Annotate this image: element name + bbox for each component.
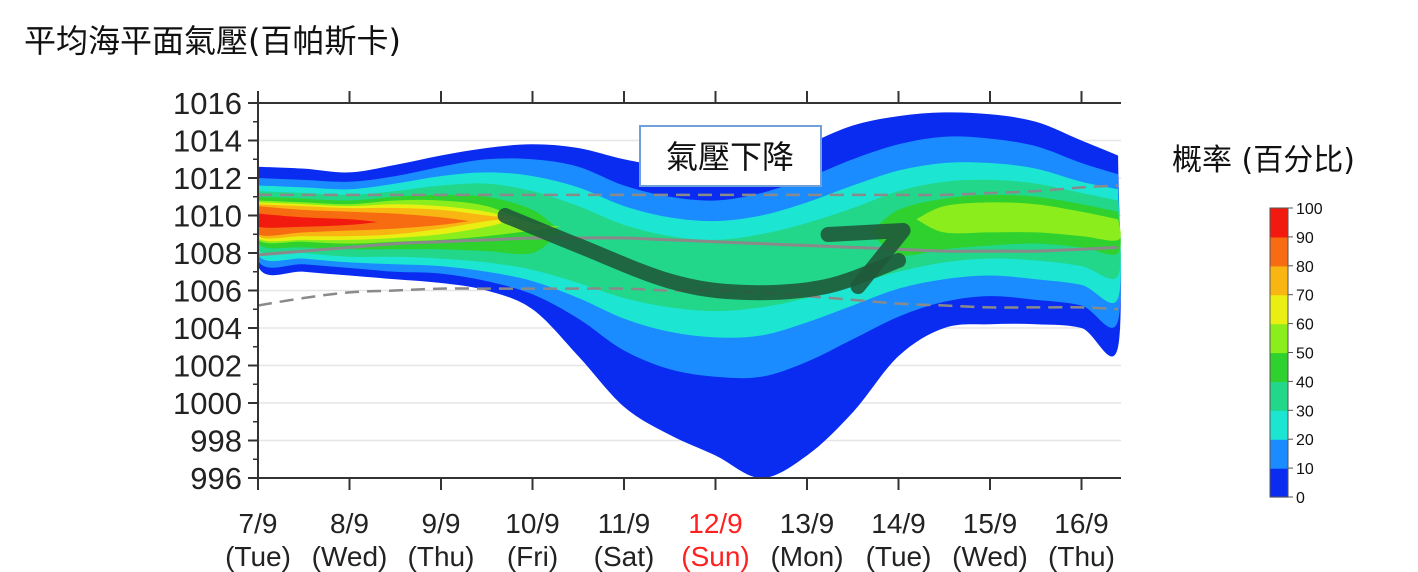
x-tick-day: (Sat)	[594, 541, 655, 572]
y-tick-label: 1006	[173, 274, 242, 309]
colorbar-segment	[1270, 208, 1288, 238]
colorbar-title: 概率 (百分比)	[1172, 143, 1355, 178]
colorbar-segment	[1270, 236, 1288, 267]
y-tick-label: 1016	[173, 86, 242, 121]
x-tick-date: 13/9	[780, 508, 835, 539]
x-tick-day: (Wed)	[952, 541, 1028, 572]
x-tick-date: 7/9	[239, 508, 278, 539]
x-tick-day: (Fri)	[507, 541, 558, 572]
colorbar-tick-label: 100	[1296, 201, 1323, 218]
colorbar-tick-label: 50	[1296, 346, 1314, 363]
colorbar-segment	[1270, 323, 1288, 354]
colorbar-segment	[1270, 410, 1288, 440]
chart-title: 平均海平面氣壓(百帕斯卡)	[24, 22, 401, 60]
colorbar: 概率 (百分比) 0 10 20 30 40 50 60 70 80 90 100	[1172, 143, 1355, 507]
x-tick-date: 12/9	[688, 508, 743, 539]
prob-band-50	[916, 202, 1121, 241]
climatology-lines	[258, 184, 1119, 311]
colorbar-segment	[1270, 439, 1288, 469]
y-tick-label: 998	[190, 424, 242, 459]
y-tick-label: 1000	[173, 386, 242, 421]
x-tick-day: (Sun)	[681, 541, 749, 572]
axes	[248, 91, 1121, 490]
x-tick-date: 11/9	[598, 508, 650, 539]
colorbar-tick-label: 60	[1296, 317, 1314, 334]
y-tick-label: 1012	[173, 161, 242, 196]
colorbar-segment	[1270, 265, 1288, 296]
trend-arrow-head	[820, 223, 911, 294]
trend-arrow-shaft	[497, 208, 906, 301]
y-tick-label: 1010	[173, 199, 242, 234]
prob-band-90	[258, 213, 378, 228]
probability-bands	[258, 112, 1121, 478]
y-tick-label: 1014	[173, 124, 242, 159]
colorbar-tick-label: 70	[1296, 288, 1314, 305]
x-tick-day: (Thu)	[1048, 541, 1115, 572]
x-tick-date: 15/9	[963, 508, 1018, 539]
y-tick-label: 1004	[173, 311, 242, 346]
x-tick-day: (Tue)	[225, 541, 291, 572]
colorbar-tick-label: 40	[1296, 374, 1314, 391]
x-tick-date: 8/9	[330, 508, 369, 539]
annotation-box: 氣壓下降	[639, 125, 822, 187]
y-tick-labels: 9969981000100210041006100810101012101410…	[173, 86, 242, 496]
climatology-lower-line	[258, 287, 1119, 311]
colorbar-tick-label: 80	[1296, 259, 1314, 276]
colorbar-segment	[1270, 352, 1288, 382]
x-tick-date: 10/9	[505, 508, 560, 539]
y-tick-label: 996	[190, 461, 242, 496]
colorbar-segment	[1270, 381, 1288, 411]
colorbar-tick-label: 10	[1296, 461, 1314, 478]
climatology-upper-line	[258, 184, 1119, 197]
colorbar-tick-label: 30	[1296, 403, 1314, 420]
y-tick-label: 1008	[173, 236, 242, 271]
colorbar-segment	[1270, 294, 1288, 325]
colorbar-tick-label: 20	[1296, 432, 1314, 449]
y-tick-label: 1002	[173, 349, 242, 384]
colorbar-segment	[1270, 468, 1288, 498]
annotation-label: 氣壓下降	[666, 138, 794, 176]
colorbar-tick-label: 90	[1296, 230, 1314, 247]
x-tick-labels: 7/9(Tue)8/9(Wed)9/9(Thu)10/9(Fri)11/9(Sa…	[225, 508, 1115, 572]
x-tick-date: 16/9	[1054, 508, 1109, 539]
x-tick-day: (Thu)	[408, 541, 475, 572]
colorbar-tick-label: 0	[1296, 490, 1305, 507]
x-tick-day: (Mon)	[770, 541, 843, 572]
x-tick-date: 14/9	[871, 508, 926, 539]
x-tick-date: 9/9	[422, 508, 461, 539]
climatology-mean-line	[258, 236, 1119, 257]
x-tick-day: (Tue)	[866, 541, 932, 572]
trend-arrow	[497, 208, 911, 301]
x-tick-day: (Wed)	[312, 541, 388, 572]
